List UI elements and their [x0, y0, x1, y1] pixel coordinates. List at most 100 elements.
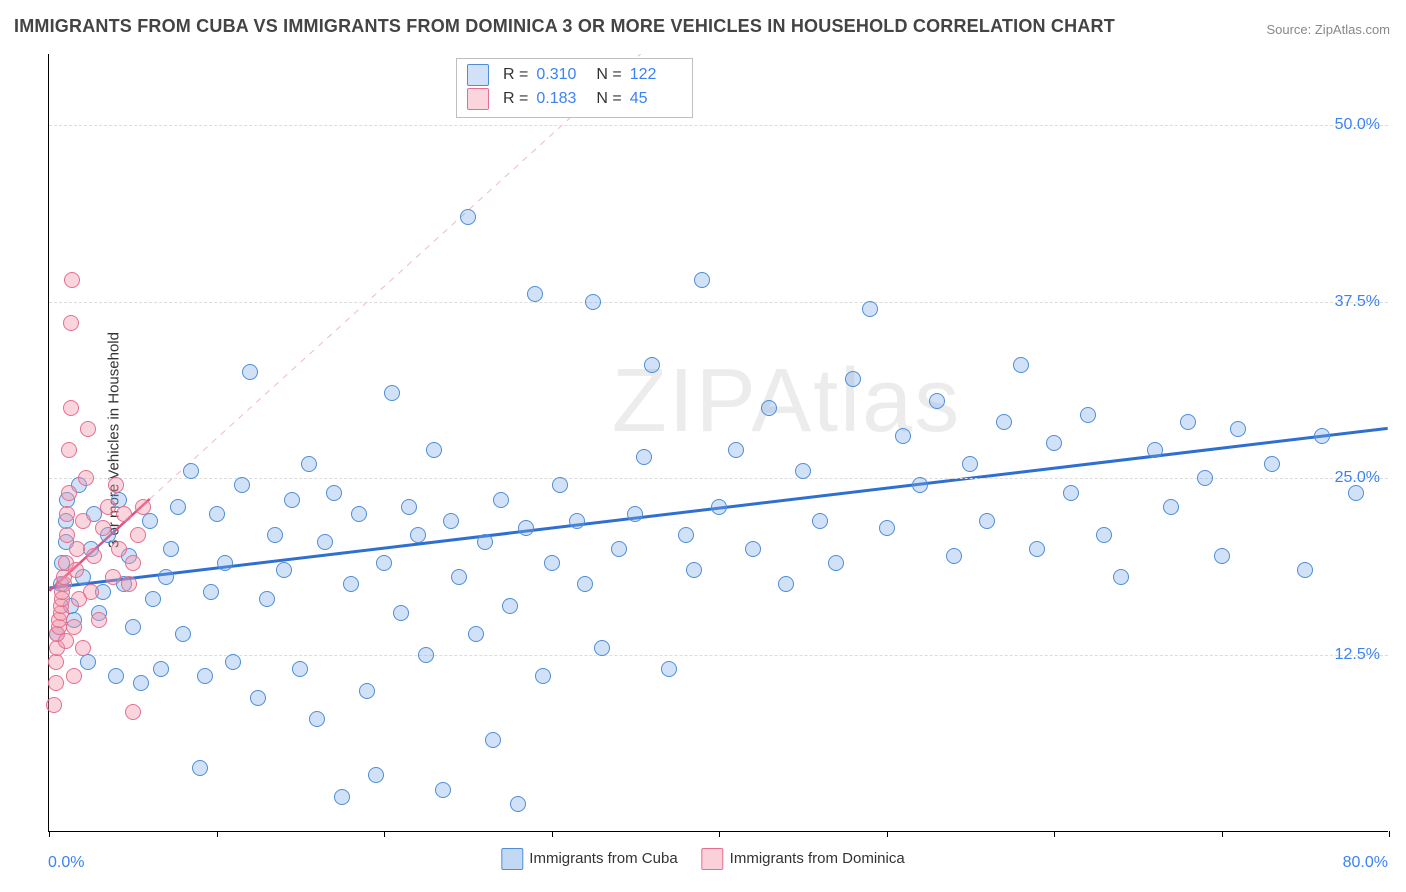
data-point: [485, 732, 501, 748]
data-point: [66, 619, 82, 635]
gridline-h: [49, 478, 1388, 479]
data-point: [611, 541, 627, 557]
data-point: [145, 591, 161, 607]
data-point: [401, 499, 417, 515]
legend-n-label: N =: [596, 63, 621, 87]
data-point: [163, 541, 179, 557]
data-point: [569, 513, 585, 529]
data-point: [48, 654, 64, 670]
data-point: [121, 576, 137, 592]
data-point: [130, 527, 146, 543]
data-point: [552, 477, 568, 493]
data-point: [678, 527, 694, 543]
y-tick-label: 50.0%: [1335, 116, 1380, 134]
data-point: [64, 272, 80, 288]
legend-n-value: 45: [630, 87, 682, 111]
data-point: [585, 294, 601, 310]
data-point: [627, 506, 643, 522]
data-point: [761, 400, 777, 416]
data-point: [828, 555, 844, 571]
data-point: [125, 555, 141, 571]
x-tick: [217, 831, 218, 837]
data-point: [845, 371, 861, 387]
data-point: [368, 767, 384, 783]
data-point: [1297, 562, 1313, 578]
data-point: [267, 527, 283, 543]
data-point: [929, 393, 945, 409]
data-point: [1314, 428, 1330, 444]
data-point: [309, 711, 325, 727]
legend-swatch: [501, 848, 523, 870]
data-point: [91, 612, 107, 628]
legend-r-value: 0.183: [536, 87, 588, 111]
data-point: [418, 647, 434, 663]
data-point: [105, 569, 121, 585]
data-point: [242, 364, 258, 380]
legend-row: R =0.183N =45: [467, 87, 682, 111]
legend-n-label: N =: [596, 87, 621, 111]
correlation-legend: R =0.310N =122R =0.183N =45: [456, 58, 693, 118]
data-point: [728, 442, 744, 458]
gridline-h: [49, 125, 1388, 126]
x-tick: [887, 831, 888, 837]
x-axis-min-label: 0.0%: [48, 854, 84, 872]
data-point: [711, 499, 727, 515]
data-point: [343, 576, 359, 592]
data-point: [1029, 541, 1045, 557]
data-point: [1147, 442, 1163, 458]
data-point: [1063, 485, 1079, 501]
x-tick: [1054, 831, 1055, 837]
data-point: [535, 668, 551, 684]
gridline-h: [49, 655, 1388, 656]
data-point: [946, 548, 962, 564]
legend-n-value: 122: [630, 63, 682, 87]
x-tick: [384, 831, 385, 837]
data-point: [460, 209, 476, 225]
data-point: [86, 548, 102, 564]
data-point: [284, 492, 300, 508]
y-tick-label: 12.5%: [1335, 646, 1380, 664]
data-point: [326, 485, 342, 501]
data-point: [351, 506, 367, 522]
data-point: [217, 555, 233, 571]
data-point: [75, 640, 91, 656]
series-legend-item: Immigrants from Dominica: [702, 848, 905, 870]
x-axis-max-label: 80.0%: [1343, 854, 1388, 872]
data-point: [153, 661, 169, 677]
data-point: [133, 675, 149, 691]
data-point: [48, 675, 64, 691]
data-point: [135, 499, 151, 515]
data-point: [996, 414, 1012, 430]
data-point: [1230, 421, 1246, 437]
data-point: [292, 661, 308, 677]
data-point: [694, 272, 710, 288]
data-point: [468, 626, 484, 642]
data-point: [1180, 414, 1196, 430]
data-point: [61, 442, 77, 458]
data-point: [1264, 456, 1280, 472]
data-point: [108, 668, 124, 684]
data-point: [644, 357, 660, 373]
data-point: [63, 315, 79, 331]
data-point: [376, 555, 392, 571]
data-point: [80, 421, 96, 437]
data-point: [962, 456, 978, 472]
data-point: [544, 555, 560, 571]
x-tick: [1389, 831, 1390, 837]
series-legend-item: Immigrants from Cuba: [501, 848, 677, 870]
data-point: [879, 520, 895, 536]
data-point: [359, 683, 375, 699]
data-point: [301, 456, 317, 472]
data-point: [46, 697, 62, 713]
data-point: [443, 513, 459, 529]
data-point: [435, 782, 451, 798]
data-point: [410, 527, 426, 543]
legend-swatch: [702, 848, 724, 870]
data-point: [75, 513, 91, 529]
data-point: [426, 442, 442, 458]
legend-r-value: 0.310: [536, 63, 588, 87]
data-point: [510, 796, 526, 812]
data-point: [334, 789, 350, 805]
data-point: [158, 569, 174, 585]
data-point: [234, 477, 250, 493]
